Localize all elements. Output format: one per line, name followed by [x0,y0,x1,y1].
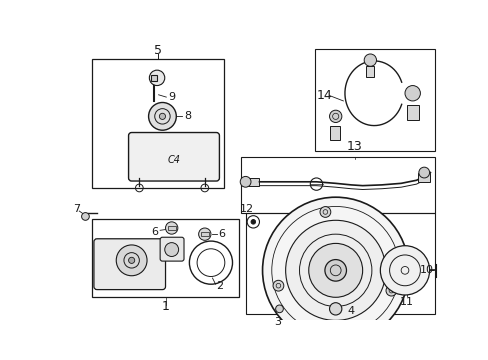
Circle shape [324,260,346,281]
Text: 3: 3 [274,316,281,327]
Circle shape [148,103,176,130]
FancyBboxPatch shape [201,232,208,237]
Text: 2: 2 [216,281,223,291]
Text: 14: 14 [316,89,331,102]
FancyBboxPatch shape [160,237,183,261]
Circle shape [285,220,385,320]
Circle shape [240,176,250,187]
Circle shape [404,86,420,101]
Circle shape [159,113,165,120]
Circle shape [116,245,147,276]
Bar [366,66,373,77]
Circle shape [380,246,429,295]
Circle shape [329,110,341,122]
Circle shape [164,243,178,256]
Circle shape [275,305,283,313]
Bar [407,105,418,120]
Circle shape [250,220,255,224]
Circle shape [418,167,429,178]
Text: 1: 1 [161,300,169,313]
Circle shape [149,70,164,86]
Text: 9: 9 [167,92,175,102]
Circle shape [385,285,396,296]
Text: 11: 11 [400,297,413,307]
Text: 4: 4 [346,306,354,316]
Circle shape [319,207,330,217]
Text: 8: 8 [183,111,191,121]
Text: C4: C4 [167,155,180,165]
Circle shape [329,303,341,315]
Bar [91,219,239,297]
Bar [245,213,434,314]
Bar [329,126,339,140]
Circle shape [308,243,362,297]
Text: 5: 5 [154,44,162,57]
Bar [91,59,224,188]
Circle shape [165,222,178,234]
Text: 6: 6 [150,227,158,237]
Text: 12: 12 [240,204,254,214]
Bar [241,157,434,213]
Text: 10: 10 [419,265,433,275]
Text: 6: 6 [218,229,225,239]
Bar [417,172,429,182]
Bar [151,75,157,81]
Circle shape [262,197,408,343]
FancyBboxPatch shape [94,239,165,289]
Circle shape [319,323,330,334]
Text: 13: 13 [346,140,362,153]
Text: 7: 7 [73,204,80,214]
Circle shape [81,213,89,220]
Circle shape [198,228,210,240]
FancyBboxPatch shape [128,132,219,181]
Circle shape [364,54,376,66]
Circle shape [128,257,135,264]
FancyBboxPatch shape [167,226,175,230]
Bar [245,178,259,186]
Bar [314,49,434,151]
Circle shape [272,280,283,291]
